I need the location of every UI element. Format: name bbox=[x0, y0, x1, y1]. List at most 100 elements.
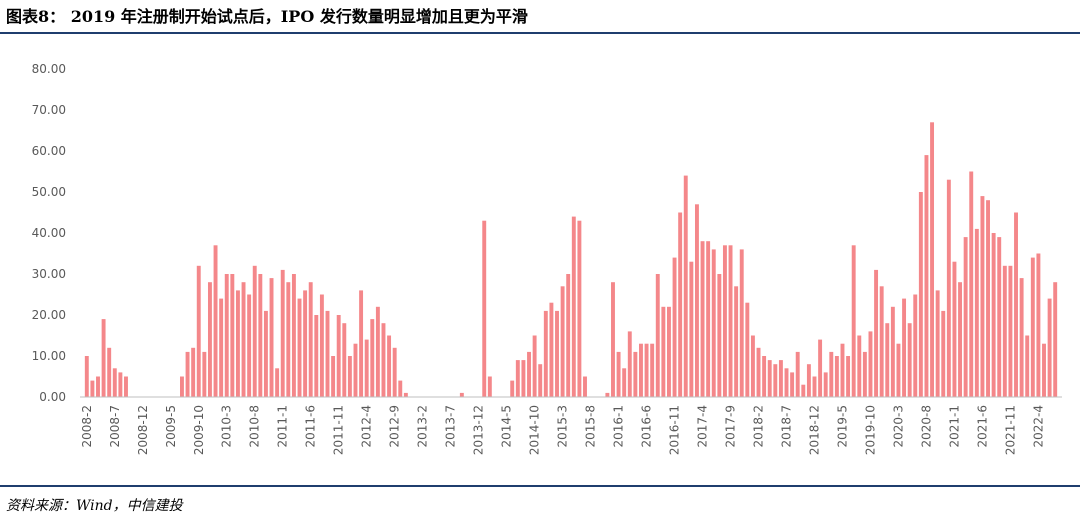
x-tick-label: 2017-4 bbox=[696, 405, 710, 448]
x-tick-label: 2008-2 bbox=[80, 405, 94, 448]
y-tick-label: 30.00 bbox=[32, 267, 66, 281]
bar bbox=[767, 360, 772, 397]
bar bbox=[890, 306, 895, 397]
x-tick-label: 2008-7 bbox=[108, 405, 122, 448]
bar bbox=[247, 294, 252, 397]
bar bbox=[370, 319, 375, 397]
x-tick-label: 2012-4 bbox=[360, 405, 374, 448]
bar bbox=[308, 282, 313, 397]
bar bbox=[918, 192, 923, 397]
x-tick-label: 2008-12 bbox=[136, 405, 150, 455]
bar bbox=[101, 319, 106, 397]
bar bbox=[459, 392, 464, 397]
bar bbox=[924, 155, 929, 397]
bar bbox=[303, 290, 308, 397]
chart-title: 图表8： 2019 年注册制开始试点后，IPO 发行数量明显增加且更为平滑 bbox=[6, 7, 528, 26]
bar bbox=[269, 278, 274, 397]
bar bbox=[611, 282, 615, 397]
bar bbox=[364, 339, 369, 397]
bar bbox=[1002, 265, 1007, 397]
bar bbox=[207, 282, 212, 397]
bar bbox=[801, 384, 806, 397]
bar bbox=[230, 274, 235, 397]
bar bbox=[795, 351, 800, 397]
x-tick-label: 2020-8 bbox=[919, 405, 933, 448]
bar bbox=[1047, 298, 1052, 397]
x-tick-label: 2011-6 bbox=[304, 405, 318, 448]
bar bbox=[482, 220, 487, 397]
bar bbox=[392, 347, 397, 397]
bar bbox=[487, 376, 492, 397]
bar bbox=[627, 331, 632, 397]
footer-rule bbox=[0, 485, 1080, 487]
bar bbox=[1042, 343, 1046, 397]
bar bbox=[969, 171, 974, 397]
bar bbox=[1030, 257, 1035, 397]
x-tick-label: 2012-9 bbox=[388, 405, 402, 448]
bar bbox=[202, 351, 207, 397]
bar bbox=[331, 356, 336, 397]
bar bbox=[706, 241, 711, 397]
bar bbox=[605, 392, 610, 397]
bar bbox=[963, 237, 968, 397]
bar bbox=[96, 376, 100, 397]
x-tick-label: 2016-6 bbox=[640, 405, 654, 448]
x-tick-label: 2016-11 bbox=[668, 405, 682, 455]
bar bbox=[952, 261, 957, 397]
bar bbox=[902, 298, 907, 397]
bar bbox=[515, 360, 520, 397]
bar bbox=[532, 335, 537, 397]
y-tick-label: 50.00 bbox=[32, 185, 66, 199]
x-tick-label: 2013-7 bbox=[444, 405, 458, 448]
bar bbox=[275, 368, 280, 397]
bar bbox=[991, 233, 996, 397]
bar bbox=[566, 274, 571, 397]
y-tick-label: 10.00 bbox=[32, 349, 66, 363]
bar bbox=[879, 286, 884, 397]
x-tick-label: 2019-10 bbox=[863, 405, 877, 455]
bar bbox=[946, 179, 951, 397]
bar bbox=[823, 372, 828, 397]
y-tick-label: 60.00 bbox=[32, 144, 66, 158]
bar bbox=[650, 343, 655, 397]
bar bbox=[986, 200, 990, 397]
bar bbox=[622, 368, 627, 397]
bar bbox=[913, 294, 918, 397]
bar bbox=[336, 315, 341, 397]
bar bbox=[806, 364, 811, 397]
bar bbox=[885, 323, 890, 397]
bar bbox=[297, 298, 302, 397]
bar bbox=[818, 339, 823, 397]
bar bbox=[773, 364, 778, 397]
bar bbox=[672, 257, 677, 397]
bar bbox=[1025, 335, 1030, 397]
x-tick-label: 2016-1 bbox=[612, 405, 626, 448]
x-tick-label: 2017-9 bbox=[724, 405, 738, 448]
bar bbox=[683, 175, 688, 397]
x-tick-label: 2022-4 bbox=[1031, 405, 1045, 448]
header-rule bbox=[0, 32, 1080, 34]
bar bbox=[314, 315, 319, 397]
bar bbox=[958, 282, 962, 397]
bar bbox=[711, 249, 716, 397]
bar bbox=[1014, 212, 1018, 397]
bar bbox=[834, 356, 839, 397]
x-tick-label: 2015-3 bbox=[556, 405, 570, 448]
bar bbox=[739, 249, 744, 397]
bar bbox=[180, 376, 184, 397]
y-tick-label: 80.00 bbox=[32, 62, 66, 76]
bar bbox=[1008, 265, 1013, 397]
bar bbox=[359, 290, 364, 397]
bar bbox=[124, 376, 128, 397]
bar bbox=[560, 286, 565, 397]
x-tick-label: 2009-5 bbox=[164, 405, 178, 448]
bar bbox=[381, 323, 386, 397]
bar bbox=[291, 274, 296, 397]
bar bbox=[398, 380, 403, 397]
bar bbox=[577, 220, 582, 397]
x-tick-label: 2014-10 bbox=[528, 405, 542, 455]
x-tick-label: 2013-12 bbox=[472, 405, 486, 455]
bar bbox=[1036, 253, 1041, 397]
bar bbox=[717, 274, 722, 397]
x-tick-label: 2018-2 bbox=[752, 405, 766, 448]
